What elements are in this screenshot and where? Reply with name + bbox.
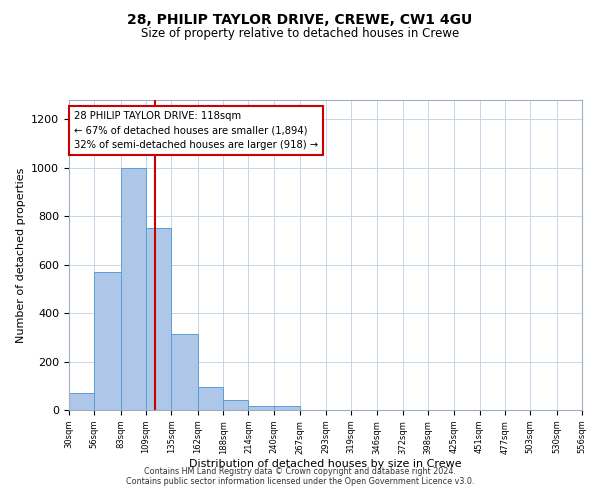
Text: Contains public sector information licensed under the Open Government Licence v3: Contains public sector information licen… bbox=[126, 477, 474, 486]
Text: 28, PHILIP TAYLOR DRIVE, CREWE, CW1 4GU: 28, PHILIP TAYLOR DRIVE, CREWE, CW1 4GU bbox=[127, 12, 473, 26]
Bar bbox=[248, 406, 274, 410]
Bar bbox=[121, 168, 146, 410]
Text: 28 PHILIP TAYLOR DRIVE: 118sqm
← 67% of detached houses are smaller (1,894)
32% : 28 PHILIP TAYLOR DRIVE: 118sqm ← 67% of … bbox=[74, 111, 318, 150]
X-axis label: Distribution of detached houses by size in Crewe: Distribution of detached houses by size … bbox=[189, 459, 462, 469]
Text: Size of property relative to detached houses in Crewe: Size of property relative to detached ho… bbox=[141, 28, 459, 40]
Text: Contains HM Land Registry data © Crown copyright and database right 2024.: Contains HM Land Registry data © Crown c… bbox=[144, 467, 456, 476]
Bar bbox=[198, 387, 223, 410]
Y-axis label: Number of detached properties: Number of detached properties bbox=[16, 168, 26, 342]
Bar bbox=[274, 406, 300, 410]
Bar bbox=[69, 393, 94, 410]
Bar bbox=[223, 400, 248, 410]
Bar bbox=[172, 334, 198, 410]
Bar bbox=[94, 272, 121, 410]
Bar bbox=[146, 228, 172, 410]
